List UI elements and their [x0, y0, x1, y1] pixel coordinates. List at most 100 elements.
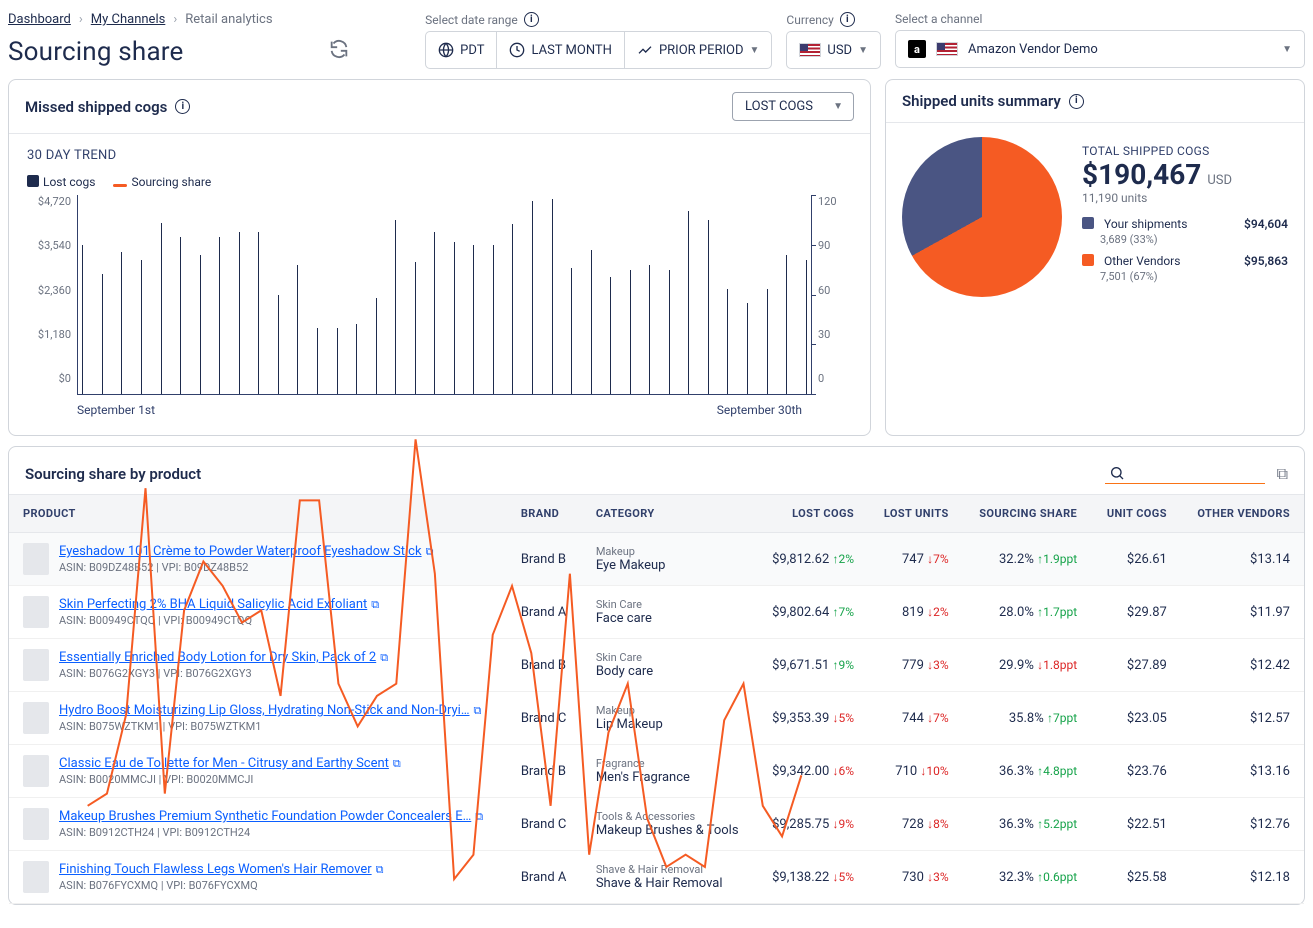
- breadcrumb: Dashboard › My Channels › Retail analyti…: [8, 12, 308, 27]
- bar: [415, 262, 416, 394]
- col-lost-units[interactable]: LOST UNITS: [868, 495, 963, 533]
- chart-legend: Lost cogs Sourcing share: [27, 175, 852, 189]
- external-link-icon[interactable]: ⧉: [393, 757, 401, 770]
- product-link[interactable]: Essentially Enriched Body Lotion for Dry…: [59, 650, 376, 665]
- compare-pill[interactable]: PRIOR PERIOD ▼: [625, 32, 771, 68]
- breadcrumb-dashboard[interactable]: Dashboard: [8, 12, 71, 27]
- info-icon[interactable]: i: [1069, 94, 1084, 109]
- col-category[interactable]: CATEGORY: [582, 495, 756, 533]
- other-vendors-value: $95,863: [1244, 254, 1288, 268]
- bar: [102, 274, 103, 394]
- info-icon[interactable]: i: [175, 99, 190, 114]
- external-link-icon[interactable]: ⧉: [371, 598, 379, 611]
- external-link-icon[interactable]: ⧉: [376, 863, 384, 876]
- currency-selector[interactable]: USD ▼: [786, 31, 881, 69]
- table-row[interactable]: Finishing Touch Flawless Legs Women's Ha…: [9, 851, 1304, 904]
- product-asin: ASIN: B0020MMCJI | VPI: B0020MMCJI: [59, 773, 401, 786]
- channel-selector[interactable]: a Amazon Vendor Demo ▼: [895, 30, 1305, 68]
- brand-cell: Brand C: [507, 692, 582, 745]
- columns-icon[interactable]: ⧉: [1277, 464, 1288, 484]
- table-title: Sourcing share by product: [25, 465, 201, 483]
- table-row[interactable]: Eyeshadow 101 Crème to Powder Waterproof…: [9, 533, 1304, 586]
- table-search[interactable]: [1105, 463, 1265, 484]
- amazon-badge-icon: a: [908, 40, 926, 58]
- x-axis: September 1st September 30th: [27, 395, 852, 417]
- bar: [141, 260, 142, 394]
- search-input[interactable]: [1133, 466, 1253, 481]
- product-link[interactable]: Makeup Brushes Premium Synthetic Foundat…: [59, 809, 471, 824]
- missed-cogs-panel: Missed shipped cogs i LOST COGS ▼ 30 DAY…: [8, 79, 871, 436]
- table-row[interactable]: Skin Perfecting 2% BHA Liquid Salicylic …: [9, 586, 1304, 639]
- brand-cell: Brand B: [507, 745, 582, 798]
- product-link[interactable]: Finishing Touch Flawless Legs Women's Ha…: [59, 862, 372, 877]
- external-link-icon[interactable]: ⧉: [380, 651, 388, 664]
- other-vendors-value: $13.16: [1181, 745, 1304, 798]
- lost-cogs-value: $9,353.39: [772, 711, 829, 726]
- table-row[interactable]: Hydro Boost Moisturizing Lip Gloss, Hydr…: [9, 692, 1304, 745]
- page-title: Sourcing share: [8, 37, 308, 67]
- table-row[interactable]: Essentially Enriched Body Lotion for Dry…: [9, 639, 1304, 692]
- table-row[interactable]: Classic Eau de Toilette for Men - Citrus…: [9, 745, 1304, 798]
- lost-cogs-value: $9,802.64: [772, 605, 829, 620]
- bar: [297, 265, 298, 394]
- external-link-icon[interactable]: ⧉: [475, 810, 483, 823]
- category-bottom: Eye Makeup: [596, 558, 742, 573]
- category-bottom: Lip Makeup: [596, 717, 742, 732]
- bar: [317, 328, 318, 394]
- your-shipments-sub: 3,689 (33%): [1100, 233, 1288, 246]
- y-axis-right: 120 90 60 30 0: [812, 195, 852, 395]
- lost-units-value: 747: [902, 552, 924, 567]
- missed-cogs-select[interactable]: LOST COGS ▼: [732, 92, 854, 121]
- col-other-vendors[interactable]: OTHER VENDORS: [1181, 495, 1304, 533]
- product-link[interactable]: Eyeshadow 101 Crème to Powder Waterproof…: [59, 544, 422, 559]
- bar: [161, 223, 162, 394]
- missed-cogs-title: Missed shipped cogs: [25, 98, 167, 116]
- lost-cogs-value: $9,812.62: [772, 552, 829, 567]
- product-link[interactable]: Skin Perfecting 2% BHA Liquid Salicylic …: [59, 597, 367, 612]
- product-thumb: [23, 702, 49, 734]
- product-asin: ASIN: B076FYCXMQ | VPI: B076FYCXMQ: [59, 879, 383, 892]
- bar: [239, 232, 240, 394]
- lost-units-delta: 7%: [927, 711, 949, 725]
- bar: [337, 328, 338, 394]
- external-link-icon[interactable]: ⧉: [474, 704, 482, 717]
- lost-units-delta: 2%: [927, 605, 949, 619]
- bar: [669, 270, 670, 394]
- bar: [610, 277, 611, 394]
- unit-cogs-value: $26.61: [1091, 533, 1181, 586]
- breadcrumb-current: Retail analytics: [185, 12, 272, 27]
- info-icon[interactable]: i: [840, 12, 855, 27]
- product-link[interactable]: Classic Eau de Toilette for Men - Citrus…: [59, 756, 389, 771]
- timezone-pill[interactable]: PDT: [426, 32, 497, 68]
- col-brand[interactable]: BRAND: [507, 495, 582, 533]
- bar: [434, 232, 435, 394]
- table-row[interactable]: Makeup Brushes Premium Synthetic Foundat…: [9, 798, 1304, 851]
- category-top: Makeup: [596, 704, 742, 717]
- category-top: Shave & Hair Removal: [596, 863, 742, 876]
- breadcrumb-my-channels[interactable]: My Channels: [91, 12, 166, 27]
- sourcing-delta: 7ppt: [1047, 711, 1077, 725]
- chevron-right-icon: ›: [173, 12, 177, 27]
- other-vendors-value: $12.76: [1181, 798, 1304, 851]
- category-bottom: Face care: [596, 611, 742, 626]
- info-icon[interactable]: i: [524, 12, 539, 27]
- product-asin: ASIN: B00949CTQQ | VPI: B00949CTQQ: [59, 614, 379, 627]
- col-lost-cogs[interactable]: LOST COGS: [756, 495, 868, 533]
- col-product[interactable]: PRODUCT: [9, 495, 507, 533]
- trend-chart: [77, 195, 812, 395]
- product-link[interactable]: Hydro Boost Moisturizing Lip Gloss, Hydr…: [59, 703, 470, 718]
- col-unit-cogs[interactable]: UNIT COGS: [1091, 495, 1181, 533]
- chevron-down-icon: ▼: [858, 45, 868, 56]
- other-vendors-label: Other Vendors: [1104, 254, 1180, 268]
- bar: [395, 220, 396, 394]
- refresh-icon[interactable]: [328, 38, 350, 64]
- col-sourcing[interactable]: SOURCING SHARE: [963, 495, 1091, 533]
- total-shipped-units: 11,190 units: [1082, 191, 1288, 205]
- date-range-selector[interactable]: PDT LAST MONTH PRIOR PERIOD ▼: [425, 31, 772, 69]
- category-bottom: Men's Fragrance: [596, 770, 742, 785]
- external-link-icon[interactable]: ⧉: [426, 545, 434, 558]
- bar: [258, 232, 259, 394]
- range-pill[interactable]: LAST MONTH: [497, 32, 624, 68]
- product-thumb: [23, 808, 49, 840]
- lost-units-delta: 3%: [927, 870, 949, 884]
